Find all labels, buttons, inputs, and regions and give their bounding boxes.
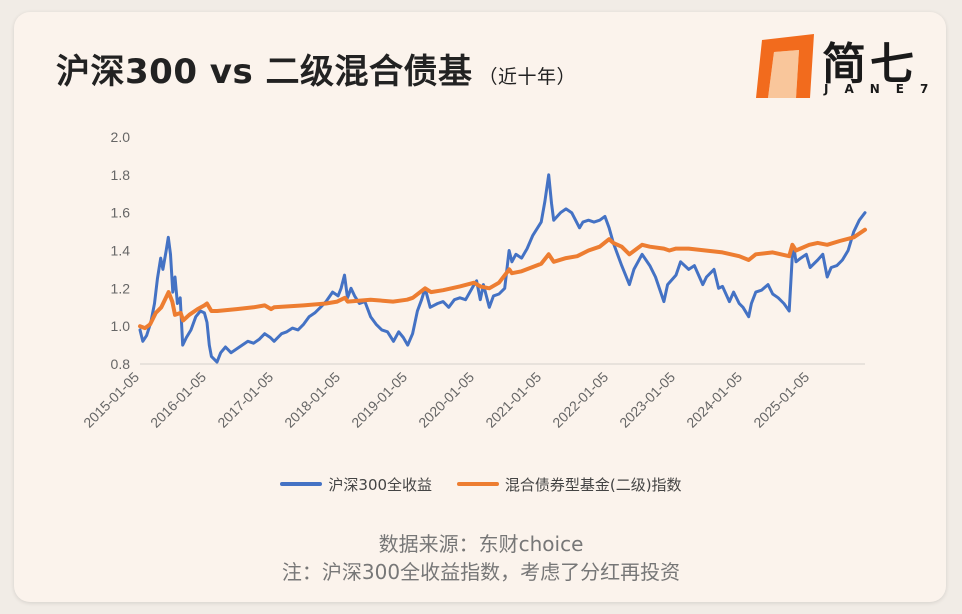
y-tick-label: 0.8	[111, 356, 131, 372]
y-tick-label: 1.2	[111, 280, 131, 296]
chart-legend: 沪深300全收益 混合债券型基金(二级)指数	[0, 474, 962, 495]
y-tick-label: 1.8	[111, 167, 131, 183]
x-tick-label: 2017-01-05	[214, 369, 276, 431]
brand-name: 简七	[822, 39, 918, 90]
x-tick-label: 2024-01-05	[683, 369, 745, 431]
legend-item-csi300: 沪深300全收益	[280, 474, 432, 495]
brand-logo-icon	[756, 34, 814, 98]
y-tick-label: 2.0	[111, 129, 131, 145]
series-line-bond-fund	[138, 227, 867, 331]
legend-swatch-bond-fund	[456, 481, 499, 486]
chart-title-text: 沪深300 vs 二级混合债基	[56, 52, 473, 92]
x-tick-label: 2018-01-05	[281, 369, 343, 431]
chart-subtitle: （近十年）	[478, 66, 577, 88]
series-line-csi300	[138, 173, 867, 364]
x-tick-label: 2021-01-05	[482, 369, 544, 431]
brand-logo: 简七 JANE7	[752, 24, 942, 104]
x-tick-label: 2019-01-05	[348, 369, 410, 431]
legend-swatch-csi300	[280, 481, 323, 486]
x-tick-label: 2015-01-05	[80, 369, 142, 431]
legend-item-bond-fund: 混合债券型基金(二级)指数	[456, 474, 682, 495]
brand-name-en: JANE7	[824, 82, 945, 96]
legend-label-csi300: 沪深300全收益	[328, 476, 433, 494]
x-tick-label: 2025-01-05	[750, 369, 812, 431]
y-tick-label: 1.0	[111, 318, 131, 334]
chart-title: 沪深300 vs 二级混合债基 （近十年）	[56, 44, 576, 93]
x-tick-label: 2016-01-05	[147, 369, 209, 431]
legend-label-bond-fund: 混合债券型基金(二级)指数	[504, 476, 682, 494]
footnote: 注：沪深300全收益指数，考虑了分红再投资	[281, 560, 681, 584]
y-tick-label: 1.4	[111, 243, 131, 259]
y-tick-label: 1.6	[111, 205, 131, 221]
x-tick-label: 2023-01-05	[616, 369, 678, 431]
x-tick-label: 2022-01-05	[549, 369, 611, 431]
x-tick-label: 2020-01-05	[415, 369, 477, 431]
data-source-note: 数据来源：东财choice	[378, 532, 584, 556]
